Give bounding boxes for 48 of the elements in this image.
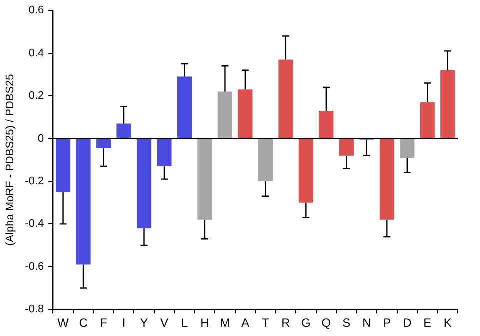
x-tick-label: C [79,316,88,330]
bar [339,139,354,156]
x-tick-label: N [362,316,372,330]
y-tick-label: -0.8 [25,304,44,316]
bar [298,139,314,203]
x-tick-label: Y [140,316,148,330]
y-tick-label: 0 [38,132,44,145]
x-tick-label: H [200,316,210,330]
x-tick-label: K [444,316,452,330]
bar [258,139,273,182]
bar [56,139,71,192]
x-tick-label: E [424,316,432,330]
y-tick-label: -0.4 [25,218,44,230]
bar [440,70,456,138]
x-tick-label: D [403,316,412,330]
x-tick-label: T [262,316,270,330]
bar [177,76,192,138]
bar [319,110,334,138]
x-tick-label: V [160,316,168,330]
bar [76,139,91,265]
bar [96,139,112,148]
bar [420,102,435,138]
x-tick-label: M [220,316,230,330]
x-tick-label: I [122,316,126,330]
y-tick-label: 0.4 [28,47,44,60]
bar [380,139,394,220]
x-tick-label: G [302,316,311,330]
x-tick-label: R [282,316,291,330]
bar [400,139,415,158]
x-tick-label: L [181,316,188,330]
bar [136,139,152,228]
y-tick-label: -0.2 [25,175,44,188]
bar [238,90,253,138]
x-tick-label: P [383,316,392,330]
x-tick-label: Q [322,316,332,330]
x-tick-label: A [241,316,250,330]
x-tick-label: F [100,316,108,330]
bar [157,139,172,167]
bar [198,139,212,220]
x-tick-label: W [58,316,70,330]
bar [218,92,232,138]
bar [116,124,132,138]
y-axis-title: (Alpha MoRF - PDBS25) / PDBS25 [4,74,17,246]
bar [278,60,294,138]
y-tick-label: 0.6 [28,4,44,17]
y-tick-label: 0.2 [28,90,44,102]
y-tick-label: -0.6 [25,260,44,273]
x-tick-label: S [342,316,351,330]
